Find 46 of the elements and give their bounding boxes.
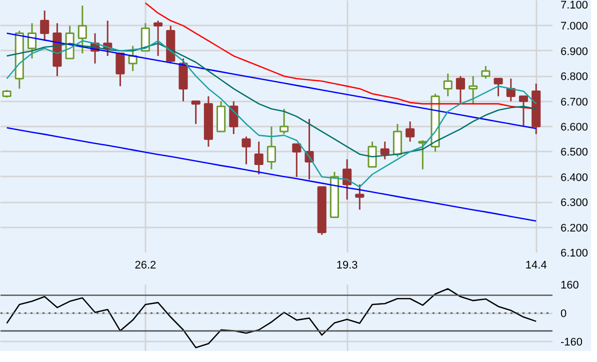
- y-tick-label: 6.300: [560, 197, 588, 210]
- y-tick-label: 7.100: [560, 0, 588, 12]
- x-tick-label: 14.4: [525, 260, 547, 272]
- candlestick: [78, 4, 87, 54]
- y-tick-label: 7.000: [560, 20, 588, 33]
- y-tick-label: 6.500: [560, 146, 588, 159]
- candlestick: [116, 52, 125, 87]
- candlestick: [266, 126, 276, 170]
- y-tick-label: 160: [560, 280, 579, 292]
- y-tick-label: 6.200: [560, 222, 588, 234]
- y-tick-label: -160: [560, 336, 583, 349]
- y-tick-label: 6.900: [560, 46, 588, 58]
- candlestick: [355, 184, 364, 210]
- candlestick: [494, 78, 503, 98]
- line-series: [6, 32, 537, 130]
- y-tick-label: 6.700: [560, 96, 588, 108]
- candlestick: [292, 143, 302, 178]
- candlestick: [380, 140, 390, 160]
- candlestick: [368, 140, 377, 168]
- candlestick: [342, 158, 352, 200]
- candlestick: [40, 10, 50, 42]
- candlestick: [392, 123, 402, 158]
- x-tick-label: 26.2: [134, 260, 156, 272]
- candlestick: [254, 140, 264, 176]
- y-tick-label: 6.600: [560, 122, 588, 134]
- candlestick: [242, 136, 251, 166]
- candlestick: [468, 75, 478, 105]
- candlestick: [443, 72, 452, 98]
- candlestick: [518, 96, 528, 128]
- candlestick: [481, 65, 490, 80]
- candlestick: [406, 120, 415, 142]
- line-series: [6, 288, 537, 348]
- candlestick: [280, 108, 289, 135]
- candlestick: [154, 20, 163, 57]
- candlestick: [140, 22, 150, 52]
- candlestick: [229, 100, 238, 135]
- candlestick: [456, 75, 466, 105]
- y-tick-label: 0: [560, 308, 567, 320]
- candlestick: [27, 22, 37, 60]
- candlestick: [191, 100, 200, 125]
- y-tick-label: 6.400: [560, 172, 588, 184]
- line-series: [6, 127, 537, 222]
- candlestick: [128, 45, 138, 72]
- y-tick-label: 6.100: [560, 248, 588, 260]
- y-tick-label: 6.800: [560, 71, 588, 84]
- x-tick-label: 19.3: [336, 260, 358, 272]
